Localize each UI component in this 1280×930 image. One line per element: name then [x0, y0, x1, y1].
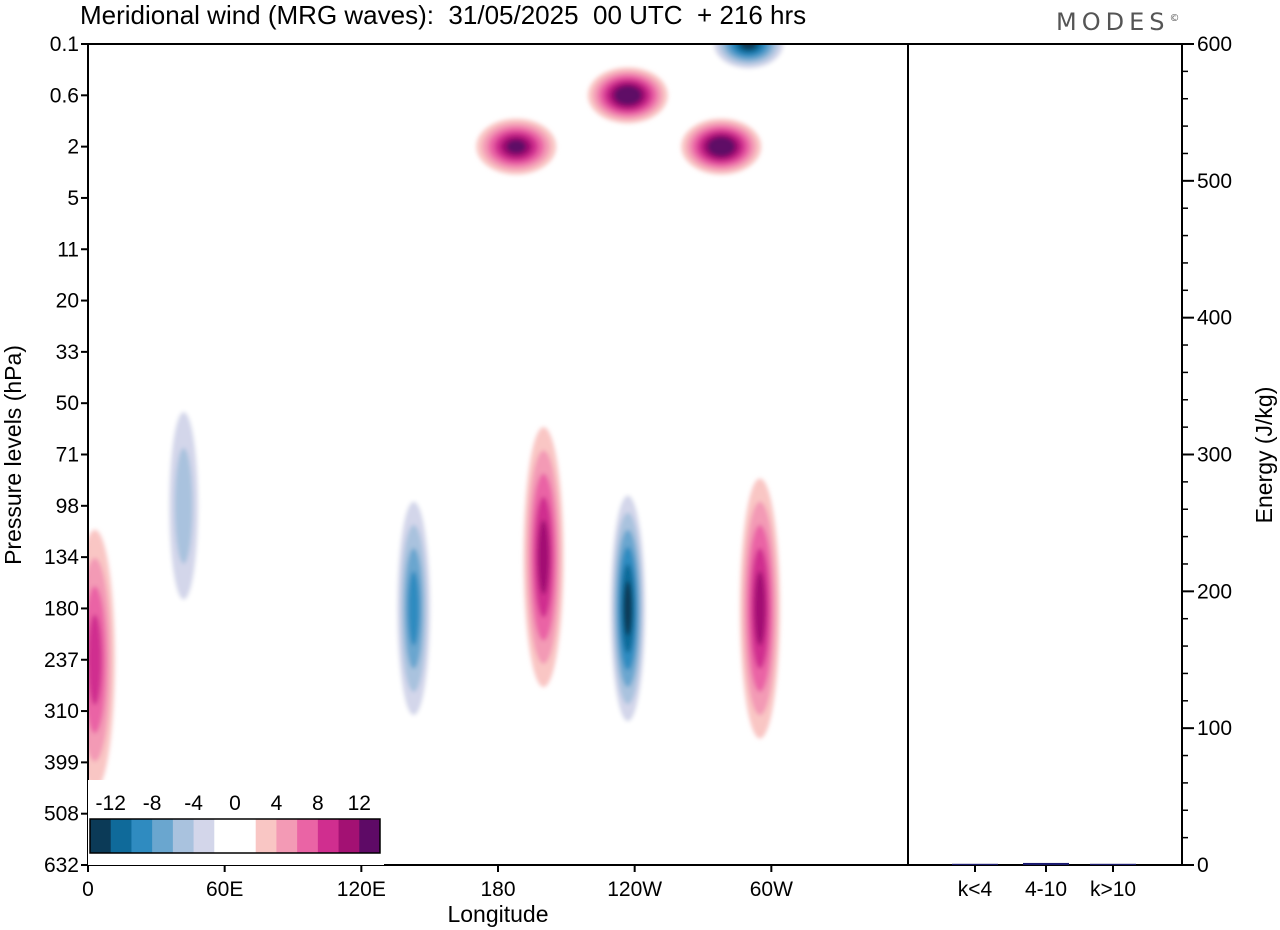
y-tick-label: 310 — [44, 700, 79, 723]
legend-label: -12 — [96, 792, 126, 815]
legend-swatch — [235, 819, 257, 853]
legend-swatch — [214, 819, 236, 853]
x-tick-label: 60W — [750, 878, 793, 901]
brand-text: MODES — [1056, 8, 1170, 36]
energy-category-label: 4-10 — [1025, 878, 1067, 901]
y-tick-label: 0.6 — [50, 84, 79, 107]
energy-axis: 0 100 200 300 400 500 600 — [1182, 33, 1232, 877]
y-tick-label: 11 — [57, 238, 79, 261]
legend-swatch — [110, 819, 132, 853]
legend-swatch — [297, 819, 319, 853]
energy-tick-label: 0 — [1197, 854, 1209, 877]
legend-label: 12 — [348, 792, 371, 815]
x-tick-label: 0 — [82, 878, 94, 901]
x-tick-label: 180 — [480, 878, 515, 901]
legend-label: 0 — [229, 792, 241, 815]
legend-label: 8 — [312, 792, 324, 815]
energy-bar — [1090, 863, 1136, 865]
y-tick-label: 5 — [67, 187, 79, 210]
energy-bar — [952, 863, 998, 865]
legend-swatch — [338, 819, 360, 853]
y-tick-label: 2 — [67, 136, 79, 159]
brand-mark: © — [1169, 13, 1180, 24]
legend-swatch — [317, 819, 340, 853]
x-tick-label: 120E — [337, 878, 386, 901]
heatmap-panel — [88, 44, 908, 865]
energy-category-label: k>10 — [1090, 878, 1136, 901]
legend-swatch — [359, 819, 381, 853]
pressure-axis: 0.1 0.6 2 5 11 20 33 50 71 98 134 180 237 310 399 508 63… — [44, 33, 88, 877]
legend-swatch — [152, 819, 174, 853]
y-tick-label: 71 — [56, 444, 79, 467]
y-tick-label: 98 — [56, 495, 79, 518]
x-tick-label: 120W — [607, 878, 662, 901]
chart-title: Meridional wind (MRG waves): 31/05/2025 … — [80, 0, 807, 30]
legend-swatch — [276, 819, 298, 853]
energy-category-label: k<4 — [958, 878, 993, 901]
energy-bars — [952, 862, 1136, 865]
y-tick-label: 399 — [44, 751, 79, 774]
energy-tick-label: 400 — [1197, 307, 1232, 330]
y-tick-label: 134 — [44, 546, 79, 569]
contour-band — [740, 44, 757, 50]
y-tick-label: 33 — [56, 341, 79, 364]
contour-band — [623, 581, 633, 636]
y-tick-label: 50 — [56, 392, 79, 415]
contour-blobs — [88, 44, 789, 790]
energy-bar — [1023, 862, 1069, 865]
legend-swatch — [193, 819, 215, 853]
energy-axis-title: Energy (J/kg) — [1251, 387, 1277, 524]
contour-band — [712, 140, 730, 153]
energy-tick-label: 200 — [1197, 580, 1232, 603]
contour-band — [754, 571, 766, 646]
legend-swatch — [90, 819, 112, 853]
brand-logo: MODES© — [1056, 8, 1179, 36]
energy-tick-label: 600 — [1197, 33, 1232, 56]
x-axis-title: Longitude — [447, 901, 548, 927]
legend-label: -8 — [143, 792, 162, 815]
contour-band — [88, 614, 102, 705]
y-tick-label: 20 — [56, 290, 79, 313]
energy-tick-label: 100 — [1197, 717, 1232, 740]
legend-label: 4 — [271, 792, 283, 815]
color-legend: -12 -8 -4 0 4 8 12 — [88, 780, 384, 865]
y-tick-label: 632 — [44, 854, 79, 877]
contour-band — [619, 89, 637, 102]
contour-band — [174, 448, 193, 564]
contour-band — [537, 519, 550, 595]
energy-tick-label: 300 — [1197, 444, 1232, 467]
y-tick-label: 0.1 — [50, 33, 79, 56]
legend-swatch — [255, 819, 277, 853]
energy-category-axis: k<4 4-10 k>10 — [958, 865, 1136, 901]
legend-swatch — [172, 819, 195, 853]
y-tick-label: 180 — [44, 597, 79, 620]
y-tick-label: 237 — [44, 649, 79, 672]
contour-band — [408, 571, 420, 646]
contour-band — [506, 139, 526, 154]
longitude-axis: 0 60E 120E 180 120W 60W — [82, 865, 793, 901]
y-axis-title: Pressure levels (hPa) — [0, 345, 26, 565]
legend-label: -4 — [184, 792, 203, 815]
legend-swatch — [131, 819, 153, 853]
y-tick-label: 508 — [44, 803, 79, 826]
x-tick-label: 60E — [206, 878, 243, 901]
energy-panel-frame — [907, 43, 1183, 866]
legend-frame — [89, 818, 381, 854]
energy-tick-label: 500 — [1197, 170, 1232, 193]
